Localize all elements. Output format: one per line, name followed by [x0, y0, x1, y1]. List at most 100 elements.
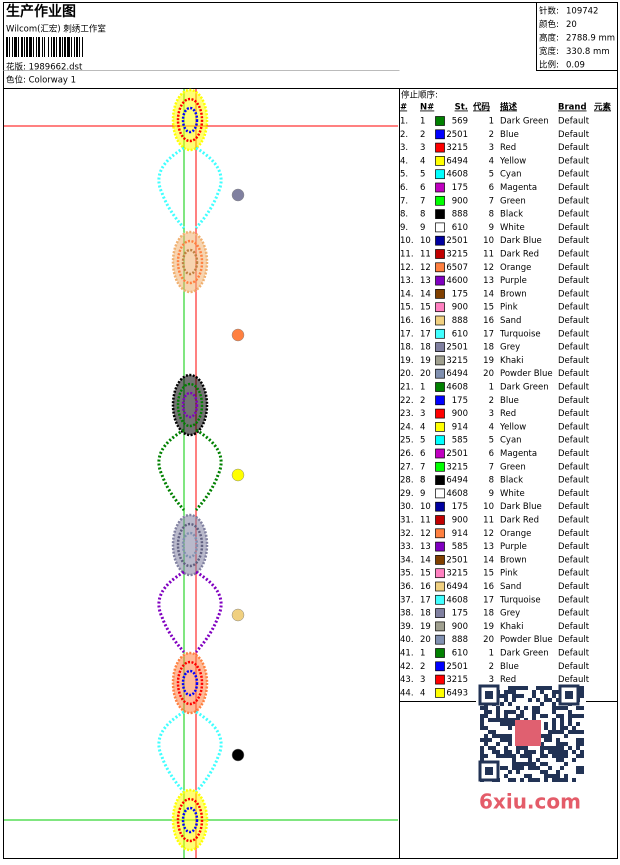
brand: Default [558, 223, 590, 233]
stat-value: 0.09 [566, 61, 585, 71]
stitches: 2501 [446, 130, 468, 140]
stitches: 3215 [446, 143, 468, 153]
column-header: 描述 [500, 102, 518, 113]
qr-cell [508, 734, 512, 738]
needle: 11 [420, 516, 431, 526]
motif [181, 391, 199, 419]
color-swatch [435, 262, 445, 273]
qr-cell [540, 770, 544, 774]
brand: Default [558, 569, 590, 579]
needle: 3 [420, 675, 425, 685]
row-index: 22. [400, 396, 414, 406]
swag [157, 710, 186, 793]
barcode-bar [62, 37, 63, 57]
stitches: 4608 [446, 489, 468, 499]
stitches: 914 [452, 422, 468, 432]
row-index: 36. [400, 582, 414, 592]
qr-cell [544, 762, 548, 766]
motif [181, 248, 199, 276]
needle: 1 [420, 649, 425, 659]
stats-box [536, 2, 618, 71]
qr-cell [580, 766, 584, 770]
title: 生产作业图 [6, 3, 76, 20]
stitches: 3215 [446, 250, 468, 260]
row-index: 27. [400, 462, 414, 472]
needle: 10 [420, 236, 431, 246]
qr-cell [492, 746, 496, 750]
needle: 2 [420, 662, 425, 672]
stitches: 900 [452, 409, 468, 419]
description: Sand [500, 316, 521, 326]
barcode-bar [56, 37, 57, 57]
stat-label: 颜色: [539, 19, 559, 30]
qr-cell [512, 690, 516, 694]
qr-cell [552, 750, 556, 754]
code: 2 [489, 662, 494, 672]
motif-dot [231, 608, 245, 622]
needle: 18 [420, 343, 431, 353]
row-index: 11. [400, 250, 414, 260]
qr-cell [516, 686, 520, 690]
qr-cell [576, 766, 580, 770]
motif-dot [231, 328, 245, 342]
barcode-bar [74, 37, 75, 57]
needle: 9 [420, 489, 425, 499]
brand: Default [558, 635, 590, 645]
needle: 14 [420, 289, 431, 299]
qr-cell [504, 714, 508, 718]
brand: Default [558, 156, 590, 166]
stitches: 3215 [446, 675, 468, 685]
qr-cell [500, 754, 504, 758]
description: Blue [500, 662, 519, 672]
needle: 10 [420, 502, 431, 512]
qr-cell [496, 710, 500, 714]
qr-cell [576, 706, 580, 710]
description: Magenta [500, 449, 537, 459]
qr-cell [536, 778, 540, 782]
stitches: 6493 [446, 688, 468, 698]
qr-cell [484, 714, 488, 718]
watermark: 6xiu.com [479, 790, 581, 814]
qr-cell [568, 714, 572, 718]
qr-cell [484, 710, 488, 714]
qr-cell [536, 706, 540, 710]
description: Black [500, 210, 523, 220]
qr-cell [556, 690, 560, 694]
barcode-bar [71, 37, 72, 57]
qr-cell [552, 702, 556, 706]
qr-cell [484, 738, 488, 742]
description: Pink [500, 569, 518, 579]
color-swatch [435, 328, 445, 339]
brand: Default [558, 595, 590, 605]
qr-cell [544, 714, 548, 718]
qr-cell [508, 738, 512, 742]
qr-cell [548, 738, 552, 742]
color-swatch [435, 541, 445, 552]
design-preview [4, 88, 398, 858]
row-index: 2. [400, 130, 408, 140]
motif [176, 797, 204, 843]
description: Red [500, 675, 516, 685]
stitches: 175 [452, 396, 468, 406]
row-index: 7. [400, 196, 408, 206]
qr-cell [516, 750, 520, 754]
stitches: 4600 [446, 276, 468, 286]
code: 19 [483, 622, 494, 632]
needle: 6 [420, 183, 425, 193]
motif-dot [231, 748, 245, 762]
qr-cell [532, 706, 536, 710]
brand: Default [558, 555, 590, 565]
qr-cell [544, 778, 548, 782]
description: Red [500, 409, 516, 419]
qr-cell [500, 694, 504, 698]
qr-cell [508, 722, 512, 726]
color-swatch [435, 182, 445, 193]
barcode-bar [82, 37, 83, 57]
color-swatch [435, 435, 445, 446]
color-swatch [435, 395, 445, 406]
qr-cell [548, 686, 552, 690]
qr-cell [496, 714, 500, 718]
brand: Default [558, 422, 590, 432]
stitches: 900 [452, 516, 468, 526]
qr-cell [528, 774, 532, 778]
